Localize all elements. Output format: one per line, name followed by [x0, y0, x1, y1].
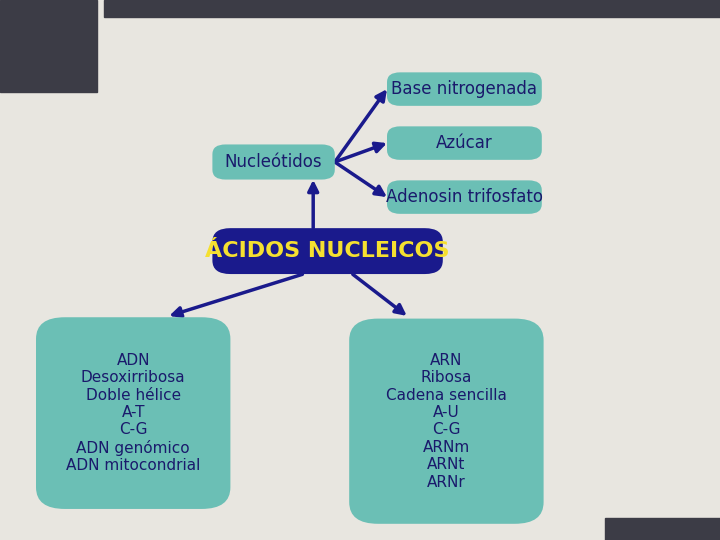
Text: ARN
Ribosa
Cadena sencilla
A-U
C-G
ARNm
ARNt
ARNr: ARN Ribosa Cadena sencilla A-U C-G ARNm … [386, 353, 507, 490]
Bar [104, 0, 720, 17]
Bar [605, 518, 720, 540]
Text: ADN
Desoxirribosa
Doble hélice
A-T
C-G
ADN genómico
ADN mitocondrial: ADN Desoxirribosa Doble hélice A-T C-G A… [66, 353, 200, 474]
FancyBboxPatch shape [387, 180, 541, 214]
Text: Adenosin trifosfato: Adenosin trifosfato [386, 188, 543, 206]
FancyBboxPatch shape [212, 228, 443, 274]
Text: Azúcar: Azúcar [436, 134, 492, 152]
Text: ÁCIDOS NUCLEICOS: ÁCIDOS NUCLEICOS [205, 241, 450, 261]
FancyBboxPatch shape [387, 72, 541, 106]
Bar [0, 0, 97, 92]
Text: Base nitrogenada: Base nitrogenada [392, 80, 537, 98]
FancyBboxPatch shape [349, 319, 544, 524]
FancyBboxPatch shape [387, 126, 541, 160]
Text: Nucleótidos: Nucleótidos [225, 153, 323, 171]
FancyBboxPatch shape [212, 145, 335, 179]
FancyBboxPatch shape [36, 317, 230, 509]
